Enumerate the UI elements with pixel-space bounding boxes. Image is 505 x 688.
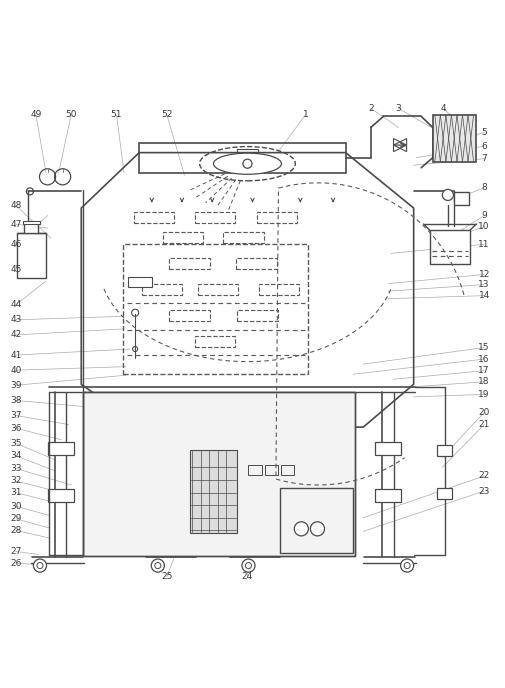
Bar bbox=[24, 223, 38, 233]
Text: 28: 28 bbox=[10, 526, 22, 535]
Text: 45: 45 bbox=[10, 265, 22, 274]
Text: 11: 11 bbox=[478, 240, 490, 249]
Bar bbox=[123, 244, 309, 374]
Bar bbox=[142, 284, 182, 295]
Bar bbox=[237, 310, 278, 321]
Text: 17: 17 bbox=[478, 366, 490, 375]
Text: 25: 25 bbox=[161, 572, 173, 581]
Bar bbox=[375, 488, 401, 502]
Text: 50: 50 bbox=[66, 110, 77, 119]
Bar bbox=[169, 258, 210, 269]
Text: 46: 46 bbox=[10, 240, 22, 249]
Text: 43: 43 bbox=[10, 315, 22, 324]
Text: 18: 18 bbox=[478, 377, 490, 386]
Bar bbox=[128, 277, 152, 287]
Text: 22: 22 bbox=[479, 471, 490, 480]
Text: 44: 44 bbox=[10, 300, 21, 309]
Circle shape bbox=[442, 189, 453, 200]
Text: 15: 15 bbox=[478, 343, 490, 352]
Text: 48: 48 bbox=[10, 201, 22, 210]
Text: 6: 6 bbox=[481, 142, 487, 151]
Text: 29: 29 bbox=[10, 514, 22, 524]
Text: 24: 24 bbox=[242, 572, 253, 581]
Bar bbox=[23, 221, 40, 224]
Text: 40: 40 bbox=[10, 366, 22, 375]
Bar bbox=[169, 310, 210, 321]
Text: 21: 21 bbox=[478, 420, 490, 429]
Text: 4: 4 bbox=[441, 104, 447, 113]
Text: 49: 49 bbox=[30, 110, 41, 119]
Text: 12: 12 bbox=[478, 270, 490, 279]
Bar bbox=[265, 465, 278, 475]
Text: 47: 47 bbox=[10, 219, 22, 228]
Bar bbox=[139, 142, 345, 173]
Circle shape bbox=[400, 559, 414, 572]
Text: 37: 37 bbox=[10, 411, 22, 420]
Bar bbox=[223, 232, 264, 243]
Text: 39: 39 bbox=[10, 380, 22, 390]
Bar bbox=[259, 284, 299, 295]
Bar bbox=[280, 488, 353, 553]
Bar bbox=[198, 284, 238, 295]
Bar bbox=[281, 465, 294, 475]
Circle shape bbox=[33, 559, 46, 572]
Text: 16: 16 bbox=[478, 354, 490, 364]
Circle shape bbox=[311, 522, 325, 536]
Text: 9: 9 bbox=[481, 211, 487, 220]
Bar bbox=[375, 442, 401, 455]
Circle shape bbox=[243, 159, 252, 169]
Text: 34: 34 bbox=[10, 451, 22, 460]
Text: 10: 10 bbox=[478, 222, 490, 231]
Bar bbox=[83, 392, 355, 555]
Text: 42: 42 bbox=[10, 330, 21, 339]
Text: 38: 38 bbox=[10, 396, 22, 405]
Text: 23: 23 bbox=[478, 486, 490, 495]
Bar bbox=[47, 442, 74, 455]
Bar bbox=[437, 444, 452, 456]
Bar bbox=[236, 258, 277, 269]
Text: 51: 51 bbox=[111, 110, 122, 119]
Text: 2: 2 bbox=[368, 104, 374, 113]
Bar bbox=[433, 115, 476, 162]
Bar bbox=[257, 211, 297, 223]
Text: 19: 19 bbox=[478, 390, 490, 399]
Bar bbox=[17, 233, 46, 277]
Ellipse shape bbox=[214, 153, 281, 174]
Bar bbox=[437, 488, 452, 499]
Text: 7: 7 bbox=[481, 154, 487, 163]
Text: 3: 3 bbox=[396, 104, 401, 113]
Text: 20: 20 bbox=[478, 408, 490, 417]
Text: 8: 8 bbox=[481, 184, 487, 193]
Text: 33: 33 bbox=[10, 464, 22, 473]
Bar bbox=[189, 450, 237, 533]
Bar bbox=[194, 336, 235, 347]
Bar bbox=[83, 392, 355, 555]
Text: 1: 1 bbox=[302, 110, 308, 119]
Text: 30: 30 bbox=[10, 502, 22, 510]
Text: 14: 14 bbox=[478, 291, 490, 300]
Text: 36: 36 bbox=[10, 424, 22, 433]
Bar bbox=[134, 211, 174, 223]
Text: 31: 31 bbox=[10, 488, 22, 497]
Text: 52: 52 bbox=[161, 110, 173, 119]
Circle shape bbox=[152, 559, 164, 572]
Bar bbox=[454, 192, 469, 205]
Bar bbox=[163, 232, 203, 243]
Circle shape bbox=[242, 559, 255, 572]
Text: 13: 13 bbox=[478, 280, 490, 289]
Bar bbox=[237, 149, 258, 158]
Text: 26: 26 bbox=[10, 559, 22, 568]
Text: 41: 41 bbox=[10, 351, 22, 360]
Circle shape bbox=[294, 522, 309, 536]
Text: 27: 27 bbox=[10, 547, 22, 556]
Bar bbox=[194, 211, 235, 223]
Bar bbox=[248, 465, 262, 475]
Text: 5: 5 bbox=[481, 128, 487, 137]
Text: 35: 35 bbox=[10, 439, 22, 448]
Bar bbox=[47, 488, 74, 502]
Bar bbox=[430, 230, 470, 264]
Text: 32: 32 bbox=[10, 477, 22, 486]
